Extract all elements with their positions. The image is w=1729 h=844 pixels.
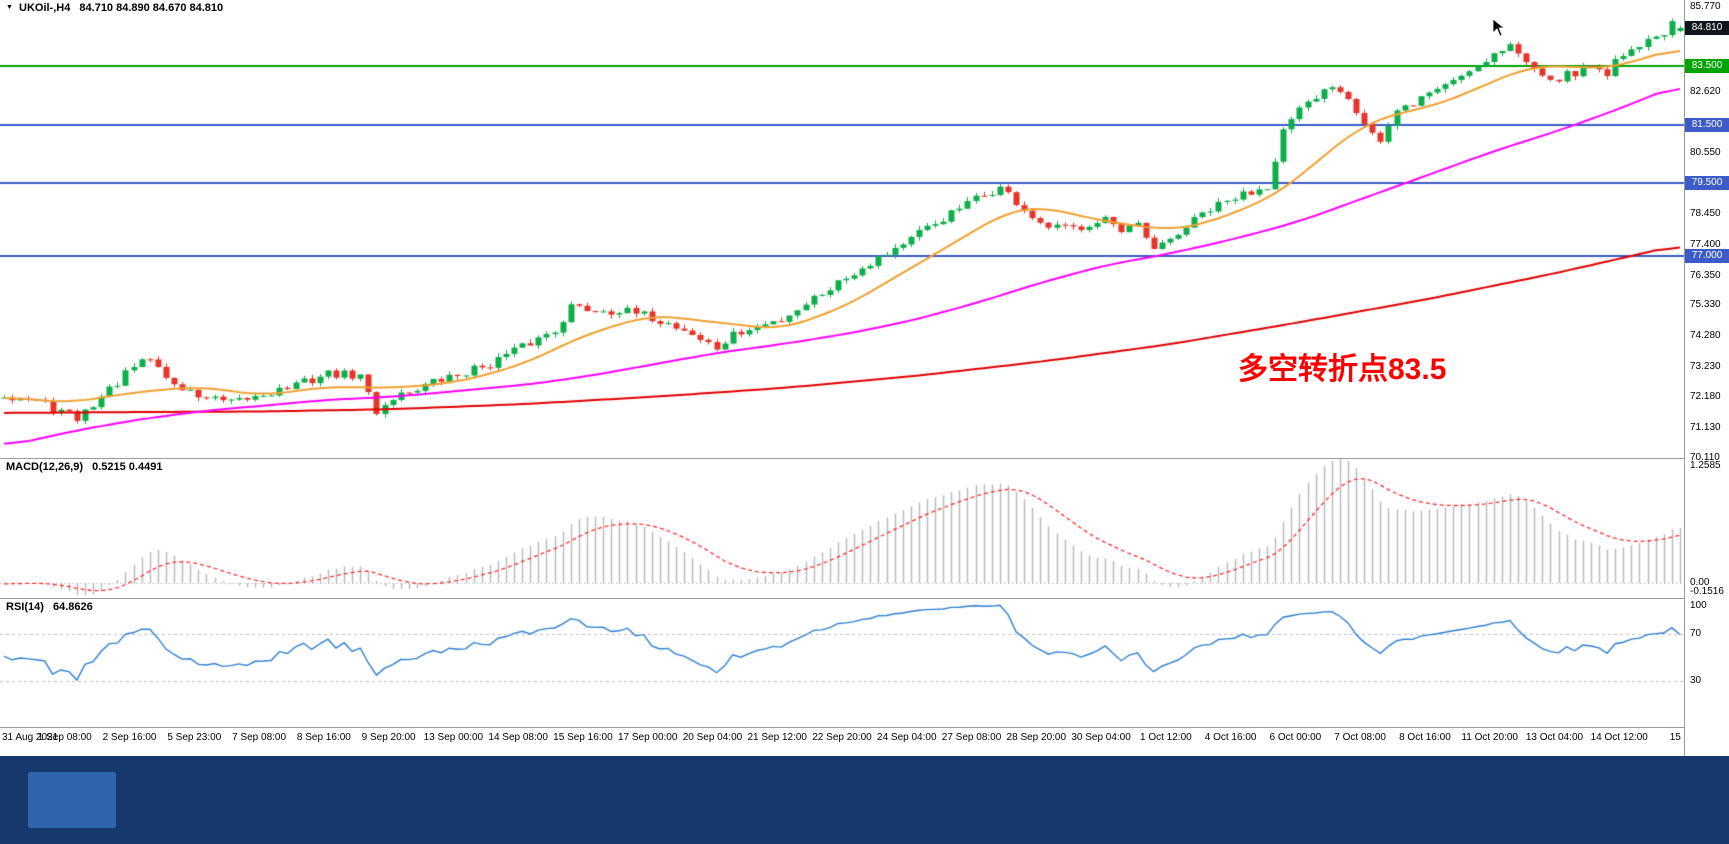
price-badge: 79.500 xyxy=(1685,176,1729,191)
axis-tick-label: 82.620 xyxy=(1690,86,1721,98)
chart-annotation-text: 多空转折点83.5 xyxy=(1238,353,1447,386)
axis-tick-label: 85.770 xyxy=(1690,1,1721,12)
axis-tick-label: 80.550 xyxy=(1690,146,1721,158)
time-label: 6 Oct 00:00 xyxy=(1269,732,1322,743)
time-label: 8 Oct 16:00 xyxy=(1399,732,1451,743)
axis-tick-label: 70.110 xyxy=(1690,452,1720,463)
chart-title: ▼ UKOil-,H4 84.710 84.890 84.670 84.810 xyxy=(6,2,223,14)
time-label: 30 Sep 04:00 xyxy=(1071,732,1131,743)
time-label: 8 Sep 16:00 xyxy=(296,732,351,743)
macd-panel-canvas[interactable] xyxy=(0,459,1684,598)
axis-tick-label: 78.450 xyxy=(1690,208,1721,220)
axis-tick-label: 1.2585 xyxy=(1690,460,1721,471)
rsi-value: 64.8626 xyxy=(52,601,93,613)
panel-separator[interactable] xyxy=(0,458,1729,459)
axis-tick-label: 77.400 xyxy=(1690,238,1721,250)
time-axis[interactable]: 31 Aug 2021 1 Sep 08:00 2 Sep 16:00 5 Sep 2… xyxy=(0,728,1729,756)
axis-tick-label: 74.280 xyxy=(1690,330,1721,342)
time-label: 22 Sep 20:00 xyxy=(812,732,872,743)
time-label: 9 Sep 20:00 xyxy=(361,732,416,743)
panel-separator[interactable] xyxy=(0,598,1729,599)
price-badge: 84.810 xyxy=(1685,21,1729,36)
axis-tick-label: 75.330 xyxy=(1690,299,1721,311)
rsi-title: RSI(14) 64.8626 xyxy=(6,601,93,613)
chevron-down-icon: ▼ xyxy=(6,4,13,11)
time-label: 14 Oct 12:00 xyxy=(1590,732,1648,743)
time-label: 13 Sep 00:00 xyxy=(423,732,484,743)
price-chart-canvas[interactable] xyxy=(0,0,1684,458)
macd-values: 0.5215 0.4491 xyxy=(92,461,163,473)
time-label: 28 Sep 20:00 xyxy=(1006,732,1067,743)
time-label: 5 Sep 23:00 xyxy=(167,732,222,743)
time-label: 1 Oct 12:00 xyxy=(1139,732,1192,743)
axis-tick-label: 72.180 xyxy=(1690,391,1721,403)
time-label: 1 Sep 08:00 xyxy=(37,732,92,743)
macd-indicator-label: MACD(12,26,9) xyxy=(6,461,84,473)
price-badge: 77.000 xyxy=(1685,249,1729,264)
price-badge: 83.500 xyxy=(1685,59,1729,74)
price-axis[interactable]: 85.770 82.620 80.550 78.450 77.400 76.350 75.3… xyxy=(1684,0,1729,756)
rsi-indicator-label: RSI(14) xyxy=(6,601,44,613)
price-badge: 81.500 xyxy=(1685,117,1729,132)
axis-tick-label: -0.1516 xyxy=(1690,586,1724,597)
panel-separator xyxy=(0,727,1729,728)
taskbar-item[interactable] xyxy=(28,772,116,828)
time-label: 15 Sep 16:00 xyxy=(553,732,613,743)
time-label: 11 Oct 20:00 xyxy=(1461,732,1518,743)
time-label: 31 Aug 2021 xyxy=(2,732,59,743)
time-label: 4 Oct 16:00 xyxy=(1204,732,1257,743)
time-label: 27 Sep 08:00 xyxy=(941,732,1002,743)
axis-tick-label: 71.130 xyxy=(1690,422,1721,434)
time-label: 13 Oct 04:00 xyxy=(1525,732,1584,743)
axis-tick-label: 100 xyxy=(1690,600,1707,611)
time-label: 24 Sep 04:00 xyxy=(877,732,937,743)
time-label: 21 Sep 12:00 xyxy=(747,732,807,743)
mouse-cursor-icon xyxy=(1492,18,1506,37)
ohlc-values: 84.710 84.890 84.670 84.810 xyxy=(79,2,224,14)
time-label: 7 Oct 08:00 xyxy=(1334,732,1386,743)
axis-tick-label: 0.00 xyxy=(1690,577,1710,589)
axis-tick-label: 30 xyxy=(1690,675,1702,687)
axis-tick-label: 73.230 xyxy=(1690,360,1721,372)
axis-tick-label: 70 xyxy=(1690,628,1702,640)
axis-tick-label: 76.350 xyxy=(1690,269,1721,281)
time-label: 20 Sep 04:00 xyxy=(682,732,743,743)
macd-title: MACD(12,26,9) 0.5215 0.4491 xyxy=(6,461,162,473)
time-label: 14 Sep 08:00 xyxy=(488,732,548,743)
time-label: 2 Sep 16:00 xyxy=(102,732,157,743)
time-label: 7 Sep 08:00 xyxy=(232,732,287,743)
time-label: 17 Sep 00:00 xyxy=(617,732,678,743)
symbol-timeframe-label: UKOil-,H4 xyxy=(19,2,71,14)
bottom-bar xyxy=(0,756,1729,844)
rsi-panel-canvas[interactable] xyxy=(0,599,1684,727)
